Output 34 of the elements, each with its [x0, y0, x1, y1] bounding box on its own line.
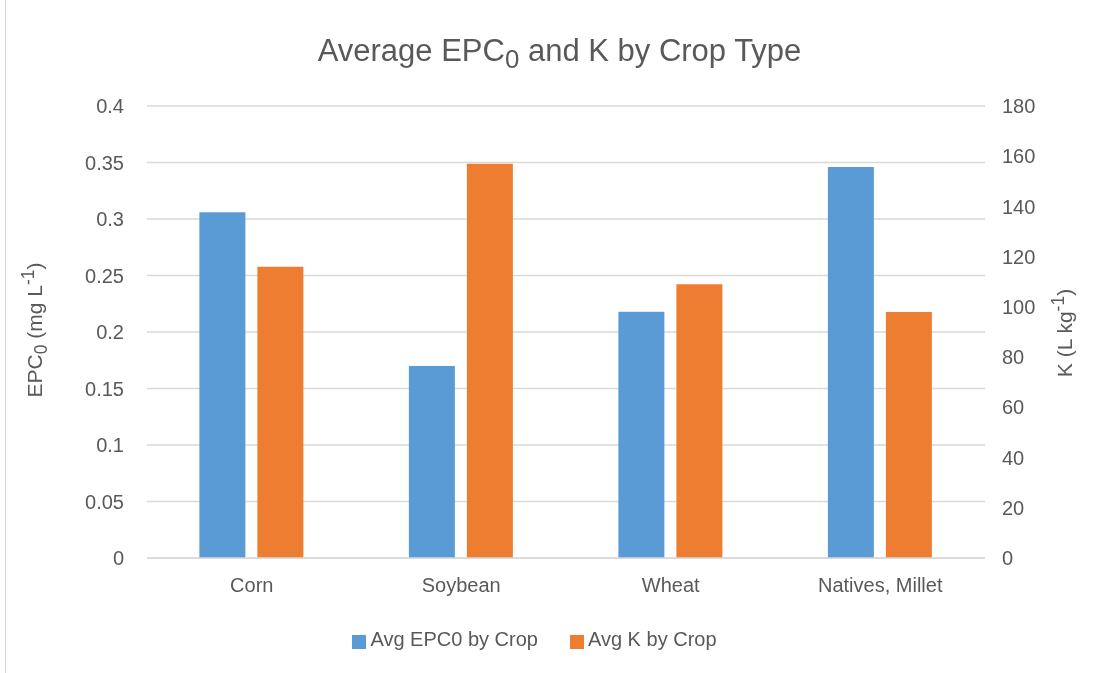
x-tick-label: Soybean	[421, 574, 501, 597]
y-tick-label: 0.3	[96, 208, 124, 231]
bar	[618, 311, 665, 558]
y2-tick-label: 180	[1002, 95, 1036, 118]
y-tick-label: 0.2	[96, 321, 124, 344]
x-tick-label: Natives, Millet	[818, 574, 943, 597]
y2-tick-label: 20	[1002, 496, 1025, 519]
y-tick-label: 0.15	[85, 377, 124, 400]
y-tick-label: 0.05	[85, 490, 124, 513]
bar	[827, 167, 874, 558]
bar	[676, 284, 723, 558]
bar	[408, 365, 455, 558]
y2-tick-label: 160	[1002, 145, 1036, 168]
y2-tick-label: 60	[1002, 396, 1025, 419]
bar	[199, 212, 246, 558]
bar	[885, 311, 932, 558]
x-tick-label: Wheat	[641, 574, 701, 597]
y2-tick-label: 140	[1002, 195, 1036, 218]
y-tick-label: 0.1	[96, 434, 124, 457]
bar	[466, 163, 513, 558]
y2-tick-label: 80	[1002, 346, 1025, 369]
y2-tick-label: 0	[1002, 547, 1014, 570]
chart-title: Average EPC$_{0}$ and K by Crop Type	[317, 33, 802, 74]
legend-label: Avg EPC0 by Crop	[370, 628, 538, 650]
bar	[257, 266, 304, 558]
y-tick-label: 0.25	[85, 264, 124, 287]
y-tick-label: 0	[112, 547, 124, 570]
x-tick-label: Corn	[230, 574, 274, 597]
y-tick-label: 0.4	[96, 95, 124, 118]
y2-tick-label: 100	[1002, 295, 1036, 318]
y-tick-label: 0.35	[85, 151, 124, 174]
legend-label: Avg K by Crop	[587, 628, 717, 650]
y2-tick-label: 120	[1002, 245, 1036, 268]
y2-tick-label: 40	[1002, 446, 1025, 469]
